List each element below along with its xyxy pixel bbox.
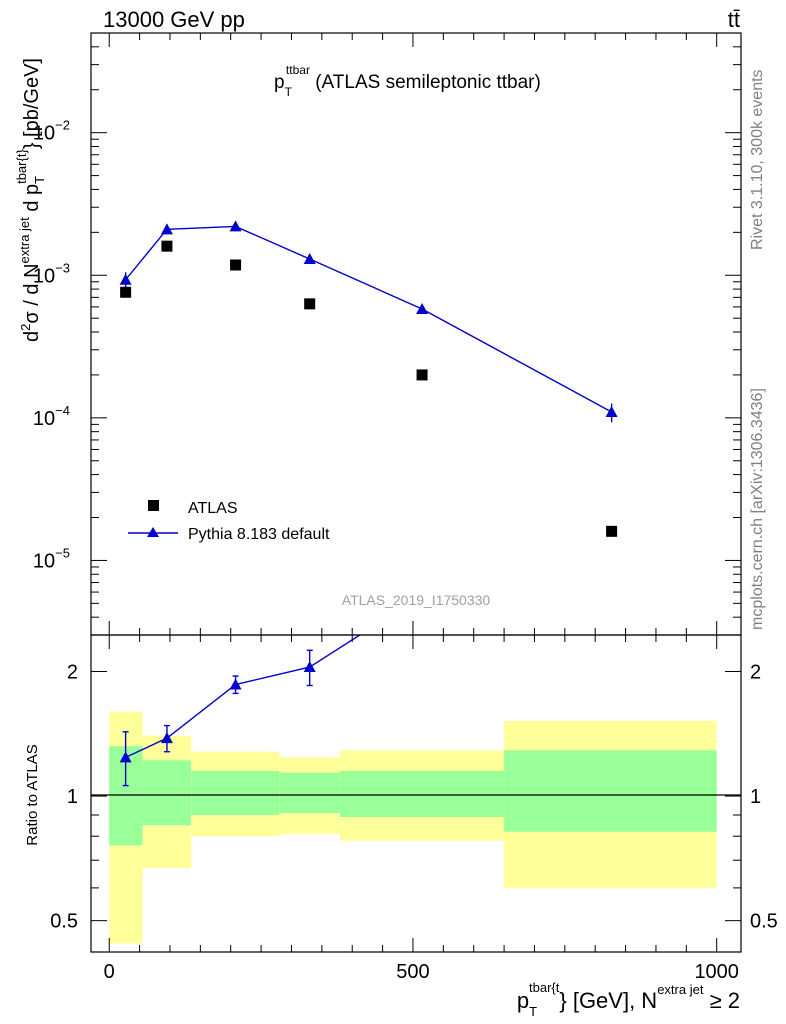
y-tick-label-main: 10−5 <box>33 545 70 572</box>
legend-mc-marker <box>147 527 159 537</box>
analysis-id: ATLAS_2019_I1750330 <box>342 592 491 608</box>
mc-point <box>303 253 316 265</box>
mc-point <box>416 302 429 314</box>
ratio-bands <box>109 711 717 944</box>
x-tick-label: 0 <box>104 961 115 983</box>
mc-point <box>605 405 618 417</box>
y-tick-label-ratio-right: 2 <box>750 661 761 683</box>
ratio-plot-frame <box>90 634 742 953</box>
y-axis-label-main: d2σ / d Nextra jet d pTtbar{t}} [pb/GeV] <box>14 58 47 342</box>
main-plot-frame <box>90 32 742 636</box>
main-plot-marks <box>119 220 618 537</box>
mc-point <box>160 223 173 235</box>
legend: ATLAS Pythia 8.183 default <box>128 500 330 543</box>
energy-label: 13000 GeV pp <box>103 7 245 32</box>
mcplots-label: mcplots.cern.ch [arXiv:1306.3436] <box>749 388 766 630</box>
ratio-point <box>119 751 132 763</box>
y-tick-label-ratio-right: 0.5 <box>750 911 778 933</box>
x-axis-label: pTtbar{t} [GeV], Nextra jet ≥ 2 <box>517 980 740 1019</box>
y-axis-label-ratio: Ratio to ATLAS <box>24 744 41 845</box>
band-inner-2 <box>191 770 280 816</box>
y-tick-label-ratio: 0.5 <box>50 911 78 933</box>
ratio-plot-marks <box>119 635 362 787</box>
y-tick-label-ratio: 2 <box>67 661 78 683</box>
atlas-point <box>120 286 132 298</box>
legend-data-label: ATLAS <box>188 500 238 517</box>
atlas-point <box>416 369 428 381</box>
atlas-point <box>304 298 316 310</box>
atlas-point <box>230 259 242 271</box>
legend-data-marker <box>148 500 159 511</box>
mc-point <box>229 220 242 232</box>
atlas-point <box>606 525 618 537</box>
x-tick-label: 500 <box>396 961 429 983</box>
mc-line <box>125 225 612 413</box>
ratio-point <box>229 678 242 690</box>
band-inner-4 <box>340 770 505 818</box>
plot-title: pTttbar (ATLAS semileptonic ttbar) <box>274 63 541 99</box>
x-tick-label: 1000 <box>694 961 739 983</box>
rivet-label: Rivet 3.1.10, 300k events <box>749 69 766 250</box>
ratio-point <box>303 661 316 673</box>
band-inner-1 <box>142 760 192 826</box>
band-inner-3 <box>279 772 341 814</box>
y-tick-label-ratio: 1 <box>67 786 78 808</box>
process-label: tt̄ <box>728 7 740 32</box>
y-tick-label-ratio-right: 1 <box>750 786 761 808</box>
atlas-point <box>161 240 173 252</box>
y-tick-label-main: 10−4 <box>33 403 70 430</box>
legend-mc-label: Pythia 8.183 default <box>188 526 330 543</box>
ratio-point <box>160 732 173 744</box>
band-inner-5 <box>504 750 717 832</box>
mc-point <box>119 273 132 285</box>
